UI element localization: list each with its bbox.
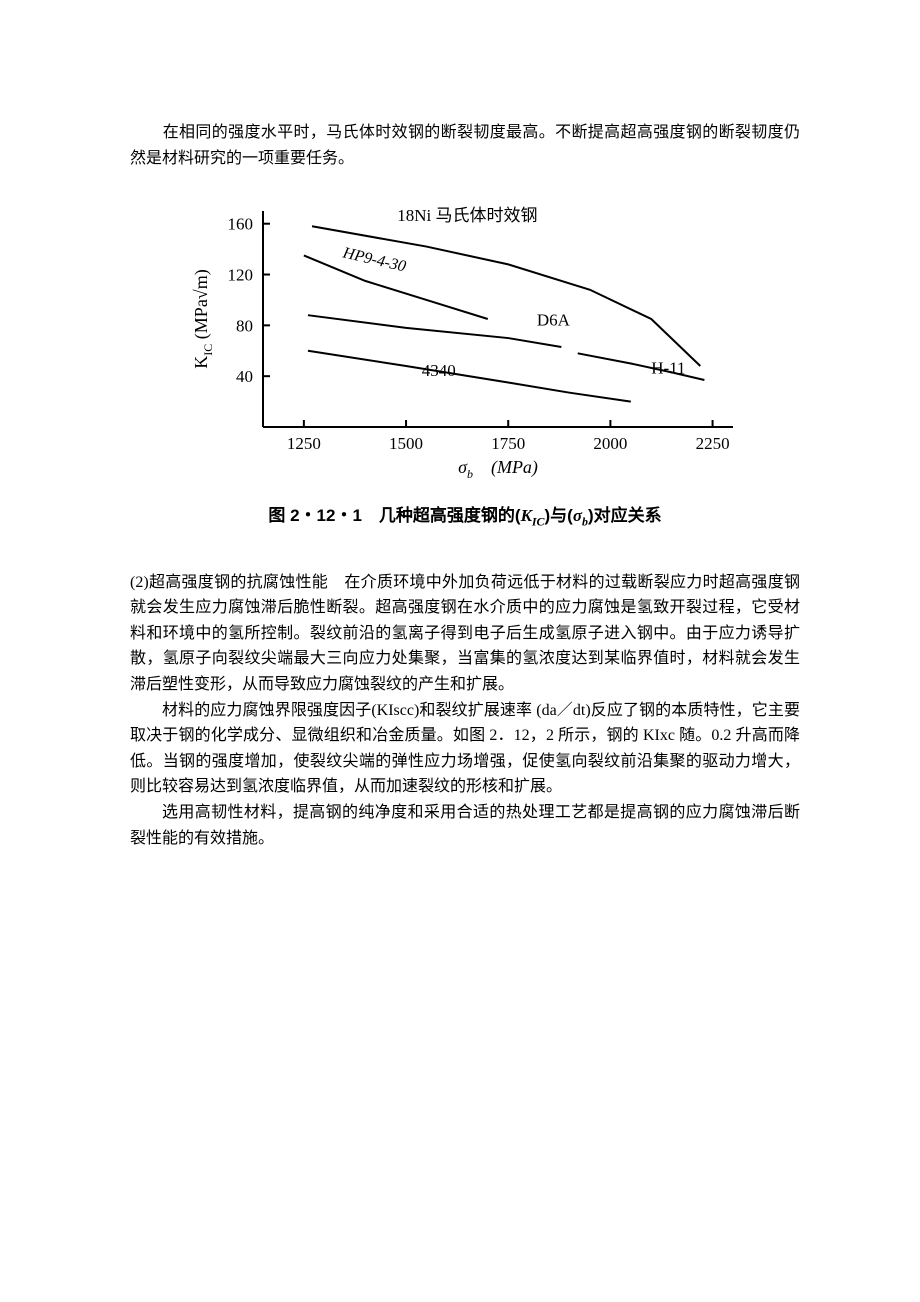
- svg-text:KIC (MPa√m): KIC (MPa√m): [191, 269, 215, 368]
- svg-text:40: 40: [236, 367, 253, 386]
- fracture-toughness-chart: 40 80 120 160 1250 1500 1750 2000 2250 KIC (MPa√m…: [185, 201, 745, 481]
- svg-text:σb (MPa): σb (MPa): [458, 457, 538, 481]
- caption-text-suffix: )对应关系: [588, 506, 662, 525]
- svg-text:80: 80: [236, 317, 253, 336]
- paragraph-2: 材料的应力腐蚀界限强度因子(KIscc)和裂纹扩展速率 (da／dt)反应了钢的…: [130, 698, 800, 800]
- svg-text:1500: 1500: [389, 434, 423, 453]
- svg-text:HP9-4-30: HP9-4-30: [340, 244, 407, 275]
- svg-text:2250: 2250: [696, 434, 730, 453]
- svg-text:1750: 1750: [491, 434, 525, 453]
- k-var: K: [521, 506, 532, 525]
- svg-text:4340: 4340: [422, 361, 456, 380]
- svg-text:120: 120: [228, 266, 254, 285]
- paragraph-1: (2)超高强度钢的抗腐蚀性能 在介质环境中外加负荷远低于材料的过载断裂应力时超高…: [130, 570, 800, 698]
- caption-text-prefix: 图 2・12・1 几种超高强度钢的(: [268, 506, 520, 525]
- svg-text:160: 160: [228, 215, 254, 234]
- svg-text:18Ni 马氏体时效钢: 18Ni 马氏体时效钢: [397, 206, 537, 225]
- paragraph-3: 选用高韧性材料，提高钢的纯净度和采用合适的热处理工艺都是提高钢的应力腐蚀滞后断裂…: [130, 800, 800, 851]
- sigma-var: σ: [573, 506, 582, 525]
- svg-text:2000: 2000: [593, 434, 627, 453]
- figure-caption: 图 2・12・1 几种超高强度钢的(KIC)与(σb)对应关系: [130, 501, 800, 529]
- svg-text:D6A: D6A: [537, 311, 571, 330]
- k-sub: IC: [532, 515, 545, 529]
- caption-text-mid: )与(: [544, 506, 572, 525]
- intro-paragraph: 在相同的强度水平时，马氏体时效钢的断裂韧度最高。不断提高超高强度钢的断裂韧度仍然…: [130, 120, 800, 171]
- svg-text:1250: 1250: [287, 434, 321, 453]
- body-text: (2)超高强度钢的抗腐蚀性能 在介质环境中外加负荷远低于材料的过载断裂应力时超高…: [130, 570, 800, 852]
- svg-text:H-11: H-11: [651, 359, 685, 378]
